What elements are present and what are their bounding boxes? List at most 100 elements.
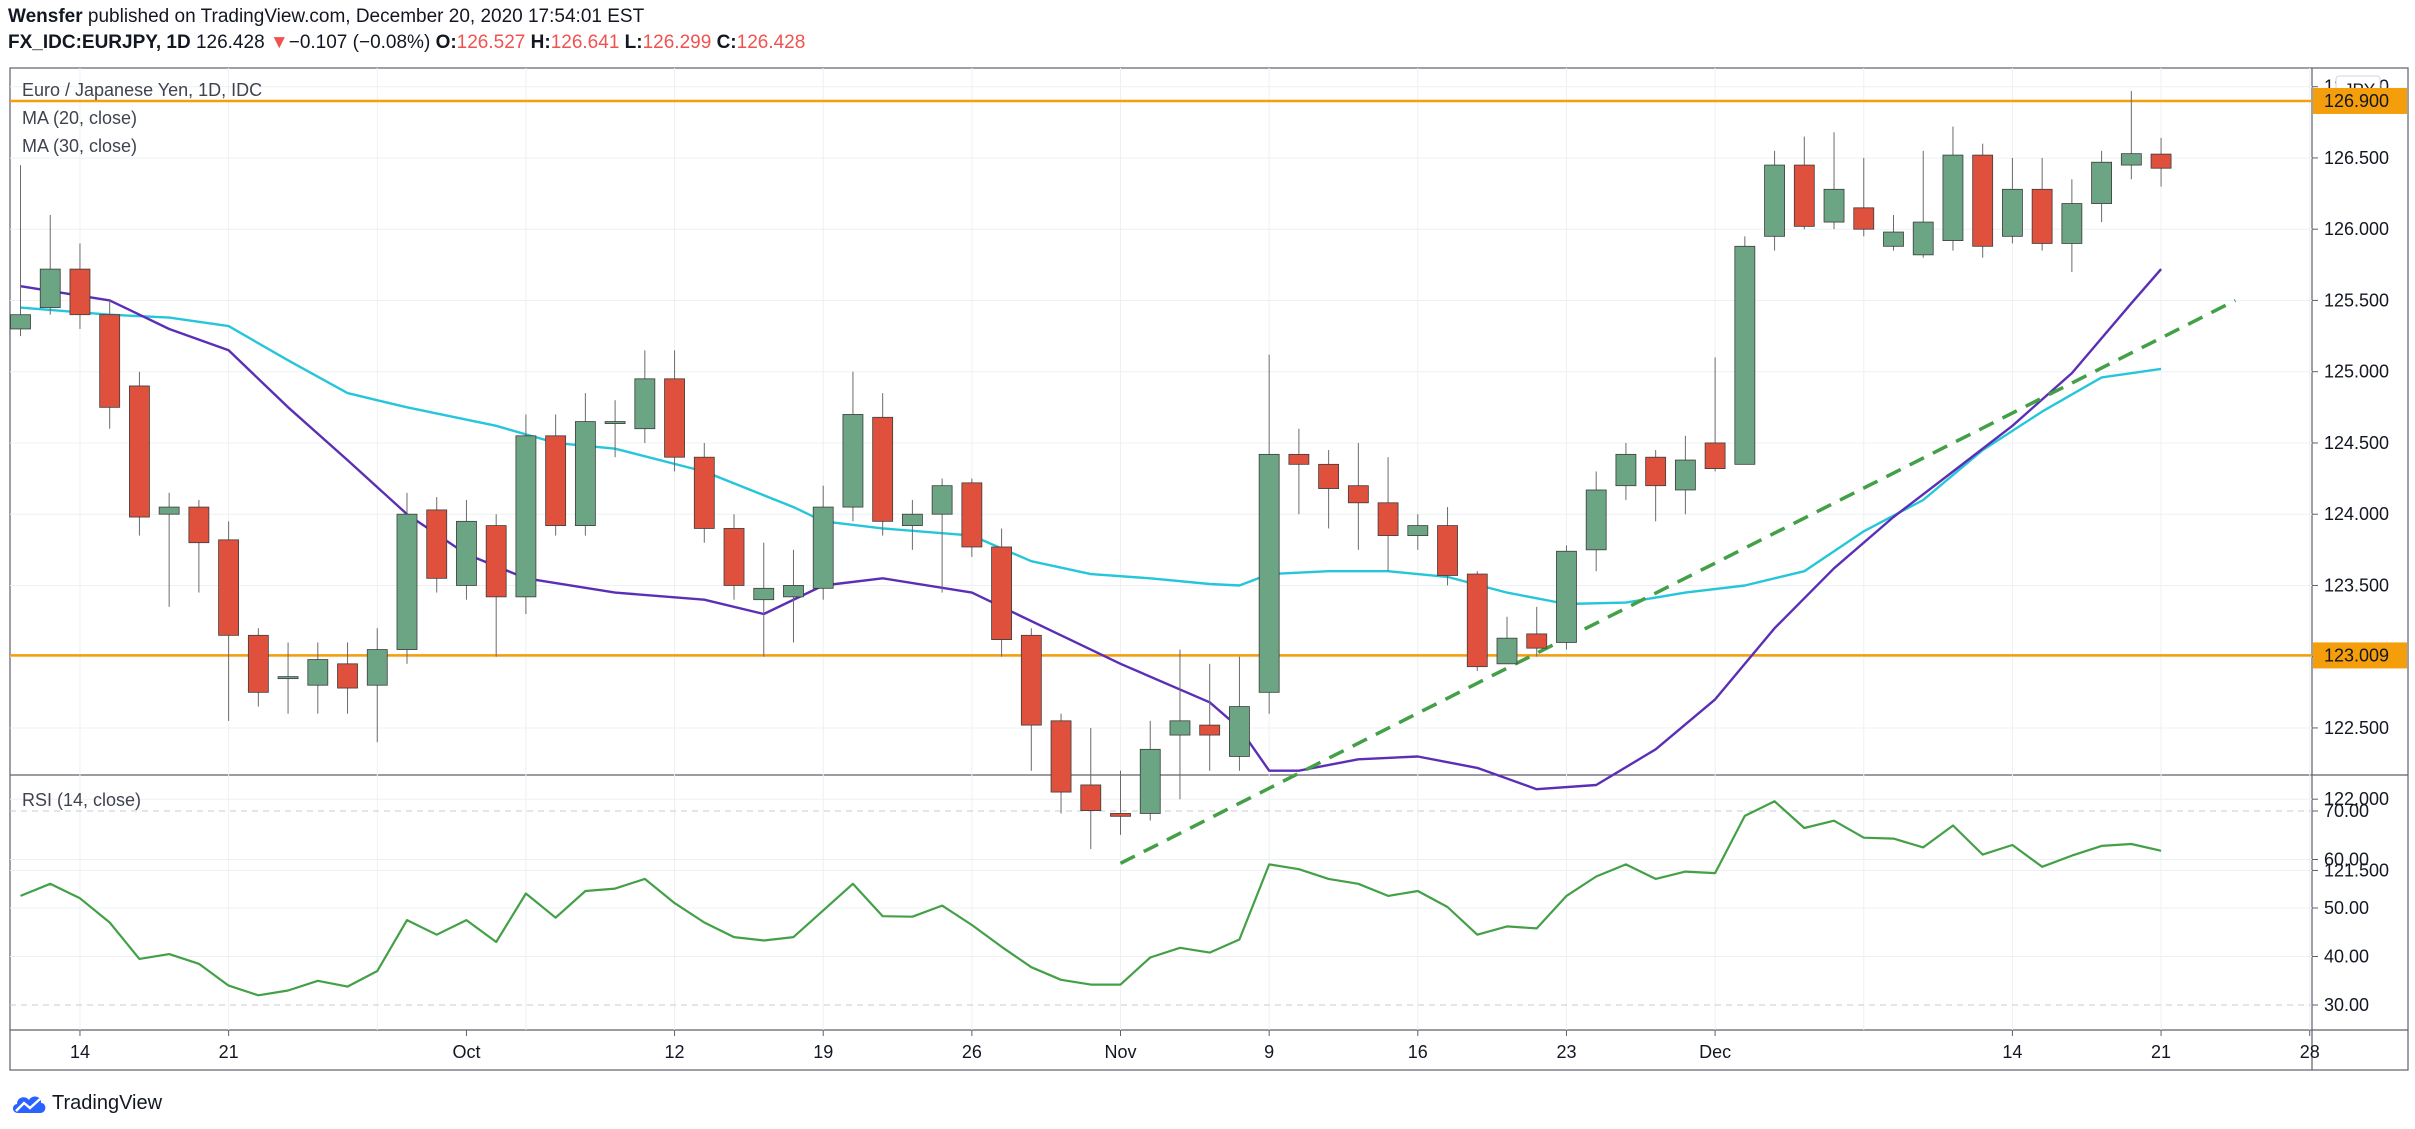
candle-body — [783, 585, 804, 598]
candle-body — [1288, 453, 1310, 465]
low-label: L: — [624, 32, 643, 53]
symbol-name: FX_IDC:EURJPY, 1D — [8, 32, 191, 53]
candle-body — [366, 649, 388, 686]
candle-body — [1229, 706, 1250, 757]
ma20-line — [20, 268, 2163, 791]
candle-body — [2002, 188, 2023, 237]
candle-body — [1318, 463, 1340, 489]
candle-body — [1556, 550, 1577, 643]
candle-body — [1823, 188, 1845, 223]
candle-body — [1110, 813, 1131, 817]
time-tick-label: 23 — [1556, 1042, 1576, 1062]
candle-body — [1407, 525, 1429, 536]
candle-body — [961, 482, 983, 548]
candle-body — [1883, 231, 1904, 247]
candle-body — [396, 513, 418, 650]
brand-name: TradingView — [52, 1091, 163, 1114]
candle-body — [1258, 453, 1280, 693]
candle-body — [1912, 221, 1934, 256]
candle-body — [2061, 203, 2083, 244]
author-name[interactable]: Wensfer — [8, 6, 83, 27]
candle-body — [337, 663, 358, 689]
candle-body — [545, 435, 567, 527]
candle-body — [1080, 784, 1102, 812]
time-tick-label: Nov — [1105, 1042, 1137, 1062]
candle-body — [842, 414, 864, 508]
candle-body — [426, 509, 448, 579]
horizontal-level-tag — [2313, 87, 2407, 114]
rsi-tick-label: 30.00 — [2324, 995, 2369, 1015]
time-tick-label: Dec — [1699, 1042, 1731, 1062]
candle-body — [1139, 748, 1161, 814]
ma20-legend[interactable]: MA (20, close) — [22, 108, 138, 128]
horizontal-level-tag — [2313, 642, 2407, 669]
price-tick-label: 121.500 — [2324, 860, 2389, 880]
price-tick-label: 124.000 — [2324, 504, 2389, 524]
high-label: H: — [530, 32, 551, 53]
horizontal-level-label: 126.900 — [2324, 91, 2389, 111]
candle-body — [664, 378, 685, 458]
candle-body — [2120, 153, 2142, 166]
price-tick-label: 126.500 — [2324, 148, 2389, 168]
candle-body — [456, 520, 477, 586]
candle-body — [307, 659, 329, 686]
ma30-legend[interactable]: MA (30, close) — [22, 136, 138, 156]
candle-body — [753, 587, 775, 601]
candle-body — [158, 506, 180, 515]
candle-body — [1199, 724, 1221, 736]
open-label: O: — [435, 32, 457, 53]
candle-body — [1585, 489, 1607, 551]
candle-body — [277, 676, 299, 680]
candle-body — [2031, 188, 2053, 244]
rsi-legend[interactable]: RSI (14, close) — [22, 790, 142, 810]
time-tick-label: 9 — [1264, 1042, 1274, 1062]
low-value: 126.299 — [642, 32, 712, 53]
open-value: 126.527 — [456, 32, 526, 53]
candle-body — [1526, 633, 1548, 649]
candle-body — [1615, 453, 1637, 487]
candle-body — [218, 539, 240, 636]
cloud-logo-icon — [12, 1096, 46, 1113]
instrument-legend[interactable]: Euro / Japanese Yen, 1D, IDC — [22, 80, 263, 100]
rsi-tick-label: 40.00 — [2324, 947, 2369, 967]
candle-body — [10, 314, 31, 330]
price-tick-label: 125.000 — [2324, 362, 2389, 382]
horizontal-level-label: 123.009 — [2324, 645, 2389, 665]
candle-body — [129, 385, 150, 518]
candle-body — [515, 435, 537, 598]
time-tick-label: 12 — [665, 1042, 685, 1062]
candle-body — [1942, 154, 1964, 242]
candle-body — [723, 528, 745, 586]
time-tick-label: Oct — [452, 1042, 480, 1062]
rsi-tick-label: 70.00 — [2324, 801, 2369, 821]
candle-body — [574, 421, 596, 527]
candle-body — [1793, 164, 1815, 227]
time-tick-label: 16 — [1408, 1042, 1428, 1062]
candle-body — [1377, 502, 1399, 536]
candle-body — [812, 506, 834, 589]
price-tick-label: 123.500 — [2324, 575, 2389, 595]
candle-body — [1050, 720, 1072, 793]
price-change: −0.107 (−0.08%) — [288, 32, 431, 53]
time-tick-label: 19 — [813, 1042, 833, 1062]
price-tick-label: 125.500 — [2324, 290, 2389, 310]
time-tick-label: 21 — [219, 1042, 239, 1062]
footer-brand[interactable]: TradingView — [10, 1088, 162, 1118]
candle-body — [1764, 164, 1785, 237]
candle-body — [1496, 637, 1518, 665]
price-tick-label: 124.500 — [2324, 433, 2389, 453]
down-arrow-icon: ▼ — [269, 32, 289, 53]
symbol-info: FX_IDC:EURJPY, 1D 126.428 ▼−0.107 (−0.08… — [8, 32, 805, 54]
candle-body — [1169, 720, 1191, 736]
candle-body — [2091, 161, 2113, 204]
time-tick-label: 14 — [70, 1042, 90, 1062]
candle-body — [1853, 207, 1875, 230]
candle-body — [1972, 154, 1994, 247]
candle-body — [1704, 442, 1726, 470]
publish-info: Wensfer published on TradingView.com, De… — [8, 6, 644, 28]
candle-body — [1674, 459, 1696, 491]
rsi-tick-label: 60.00 — [2324, 850, 2369, 870]
last-price: 126.428 — [195, 32, 265, 53]
ma30-line — [20, 306, 2162, 606]
